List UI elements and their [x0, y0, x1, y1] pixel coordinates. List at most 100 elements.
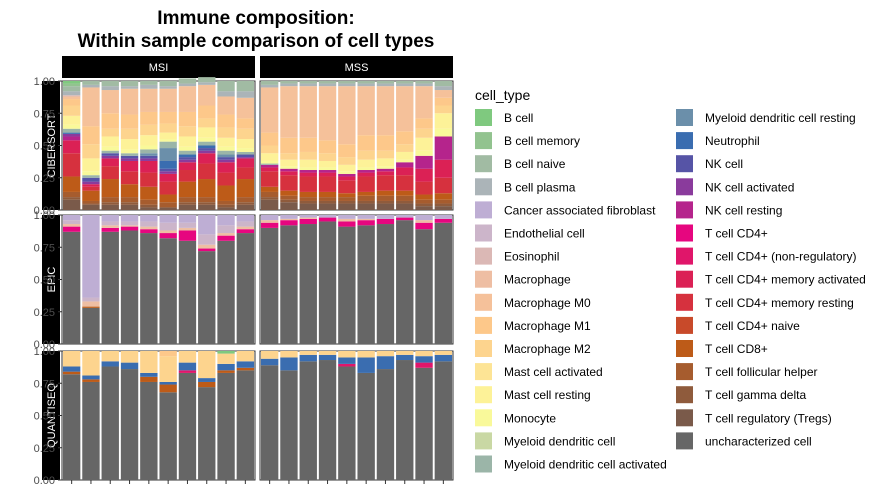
bar-segment [178, 240, 197, 344]
y-tick-label: 0.00 [34, 475, 55, 487]
legend-label: Mast cell activated [504, 365, 603, 379]
legend-item: B cell plasma [475, 178, 576, 196]
legend-label: T cell CD4+ [705, 227, 768, 241]
bar-segment [101, 166, 119, 180]
bar-stack [299, 81, 317, 210]
bar-segment [217, 353, 235, 364]
bar-segment [376, 171, 395, 176]
bar-segment [101, 179, 119, 198]
legend-label: T cell CD4+ memory resting [705, 296, 854, 310]
bar-segment [318, 153, 337, 161]
bar-segment [198, 82, 216, 85]
facet-strip-bg [42, 81, 60, 210]
legend-label: T cell follicular helper [705, 365, 818, 379]
bar-segment [415, 194, 433, 200]
legend-item: NK cell activated [676, 178, 794, 196]
bar-segment [357, 159, 375, 168]
bar-stack [415, 215, 433, 344]
bar-segment [376, 200, 395, 204]
bar-segment [140, 88, 158, 112]
bar-segment [217, 363, 235, 371]
bar-segment [396, 83, 414, 87]
bar-segment [376, 224, 395, 344]
bar-segment [82, 175, 100, 178]
legend-key [475, 201, 492, 219]
bar-stack [415, 351, 433, 480]
bar-stack [280, 351, 298, 480]
bar-segment [82, 81, 100, 85]
bar-segment [120, 86, 139, 89]
bar-segment [357, 372, 375, 480]
bar-segment [299, 351, 317, 355]
bar-segment [101, 86, 119, 91]
chart-title: Immune composition: [157, 8, 354, 29]
bar-segment [159, 86, 177, 89]
bar-segment [376, 356, 395, 370]
bar-segment [280, 81, 298, 84]
bar-segment [415, 362, 433, 368]
legend-item: T cell CD4+ [676, 224, 768, 242]
bar-segment [318, 354, 337, 361]
bar-segment [299, 354, 317, 362]
bar-segment [120, 226, 139, 231]
bar-segment [159, 238, 177, 344]
bar-segment [198, 77, 216, 83]
bar-segment [217, 372, 235, 480]
bar-segment [236, 204, 255, 210]
bar-segment [338, 86, 356, 145]
facet-panels: MSI MSSCIBERSORT0.000.250.500.751.00EPIC0… [34, 56, 454, 487]
bar-segment [101, 202, 119, 205]
bar-segment [415, 118, 433, 129]
bar-segment [178, 204, 197, 210]
bar-segment [396, 175, 414, 191]
bar-segment [159, 148, 177, 161]
bar-segment [140, 351, 158, 373]
bar-segment [415, 128, 433, 138]
bar-segment [338, 226, 356, 344]
legend-item: uncharacterized cell [676, 432, 812, 450]
bar-stack [62, 215, 81, 344]
bar-segment [159, 230, 177, 234]
bar-segment [260, 197, 279, 200]
bar-segment [396, 162, 414, 168]
bar-segment [415, 168, 433, 182]
bar-segment [82, 203, 100, 205]
bar-stack [299, 351, 317, 480]
bar-segment [236, 215, 255, 222]
bar-segment [159, 139, 177, 142]
legend-key [475, 340, 492, 357]
bar-segment [338, 366, 356, 480]
bar-segment [198, 150, 216, 154]
legend-item: Myeloid dendritic cell [475, 432, 615, 450]
legend-key [475, 409, 492, 427]
bar-segment [396, 200, 414, 204]
bar-segment [299, 86, 317, 138]
legend-item: T cell CD8+ [676, 340, 768, 357]
bar-segment [217, 162, 235, 173]
bar-segment [140, 381, 158, 480]
bar-segment [280, 195, 298, 200]
bar-segment [82, 297, 100, 302]
bar-segment [357, 200, 375, 204]
bar-segment [299, 151, 317, 160]
legend-item: Macrophage M0 [475, 293, 591, 311]
legend-item: T cell CD4+ memory activated [676, 270, 866, 288]
bar-segment [396, 195, 414, 201]
bar-segment [178, 197, 197, 203]
bar-segment [217, 114, 235, 128]
legend-item: Mast cell activated [475, 363, 603, 381]
bar-stack [396, 215, 414, 344]
bar-segment [82, 307, 100, 344]
bar-segment [198, 202, 216, 205]
legend-key [475, 363, 492, 381]
bar-segment [338, 164, 356, 172]
bar-segment [198, 179, 216, 198]
legend-key [475, 132, 492, 150]
bar-segment [82, 84, 100, 88]
bar-segment [338, 173, 356, 177]
bar-segment [217, 81, 235, 92]
bar-segment [82, 381, 100, 480]
bar-segment [198, 127, 216, 138]
bar-segment [178, 146, 197, 151]
